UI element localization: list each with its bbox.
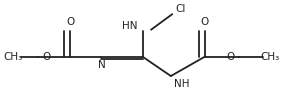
Text: Cl: Cl — [176, 4, 186, 14]
Text: O: O — [66, 17, 74, 27]
Text: O: O — [226, 52, 235, 62]
Text: CH₃: CH₃ — [4, 52, 23, 62]
Text: HN: HN — [122, 21, 137, 31]
Text: NH: NH — [174, 79, 190, 89]
Text: CH₃: CH₃ — [260, 52, 280, 62]
Text: O: O — [42, 52, 50, 62]
Text: O: O — [201, 17, 209, 27]
Text: N: N — [97, 60, 105, 70]
